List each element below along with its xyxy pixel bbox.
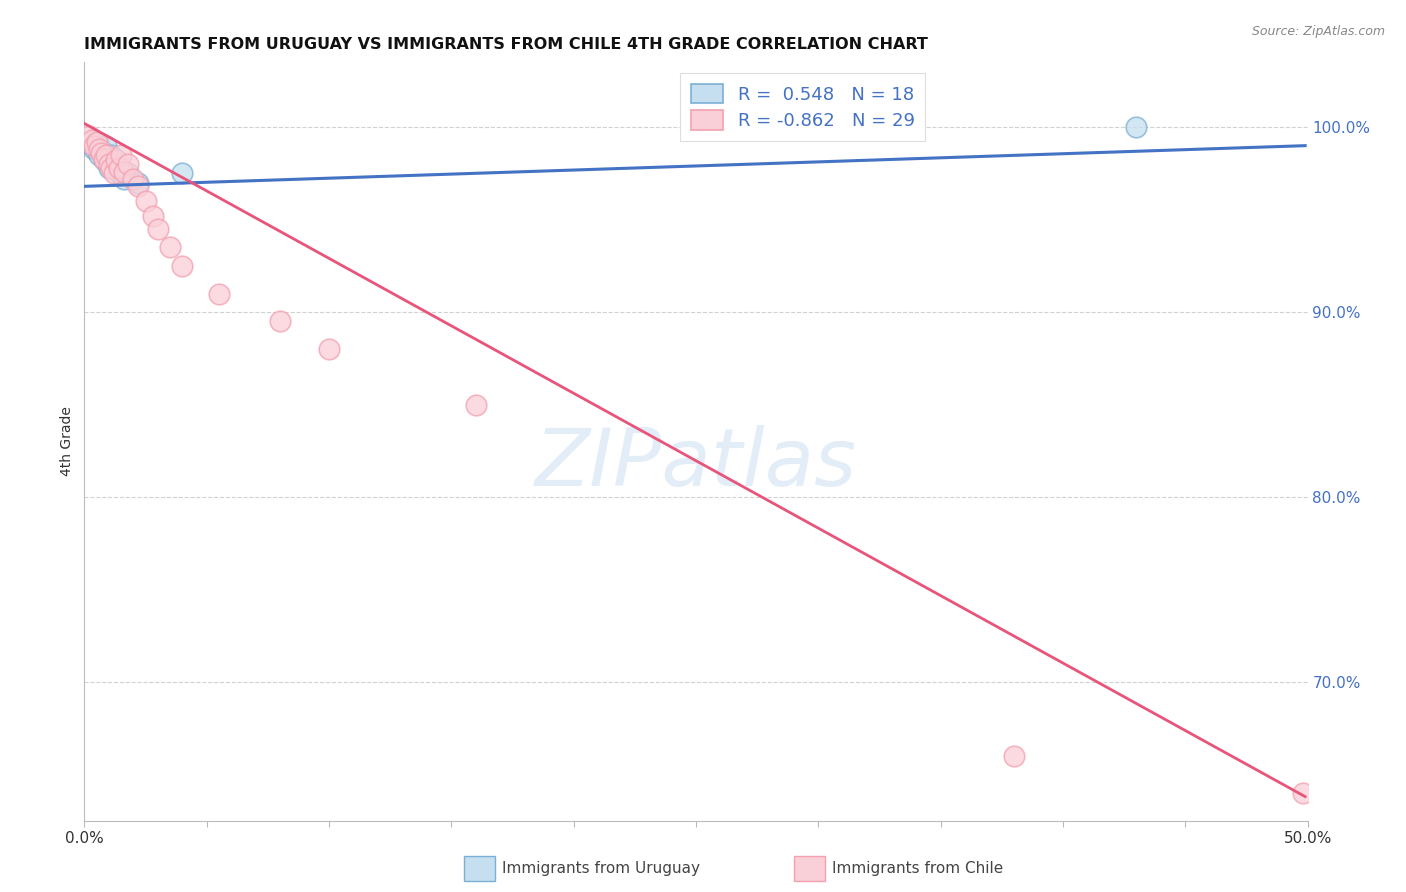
Point [97,157,120,171]
Point [146,222,169,236]
Text: Immigrants from Chile: Immigrants from Chile [832,862,1004,876]
Point [80,138,103,153]
Point [103,166,125,180]
Point [208,286,231,301]
Point [86,135,108,149]
Point [117,166,139,180]
Point [83,138,105,153]
Point [112,164,135,178]
Point [1292,786,1315,800]
Y-axis label: 4th Grade: 4th Grade [60,407,75,476]
Point [122,172,145,186]
Text: Immigrants from Uruguay: Immigrants from Uruguay [502,862,700,876]
Point [96,148,118,162]
Point [1125,120,1147,135]
Point [100,161,122,175]
Point [80,133,103,147]
Point [135,194,157,208]
Point [464,398,486,412]
Point [105,152,128,166]
Point [103,157,125,171]
Point [93,152,115,166]
Point [159,240,181,254]
Point [90,142,112,156]
Text: ZIPatlas: ZIPatlas [534,425,858,503]
Point [110,148,132,162]
Point [110,161,132,175]
Point [112,172,135,186]
Point [83,142,105,156]
Point [172,259,194,273]
Point [77,129,100,144]
Point [105,153,128,168]
Point [107,166,129,180]
Point [107,161,129,175]
Legend: R =  0.548   N = 18, R = -0.862   N = 29: R = 0.548 N = 18, R = -0.862 N = 29 [681,73,925,141]
Point [100,148,122,162]
Point [86,135,108,149]
Point [318,342,340,356]
Text: IMMIGRANTS FROM URUGUAY VS IMMIGRANTS FROM CHILE 4TH GRADE CORRELATION CHART: IMMIGRANTS FROM URUGUAY VS IMMIGRANTS FR… [84,37,928,52]
Point [127,176,149,190]
Point [96,138,118,153]
Point [127,179,149,194]
Point [117,157,139,171]
Point [269,314,291,328]
Point [172,166,194,180]
Text: Source: ZipAtlas.com: Source: ZipAtlas.com [1251,25,1385,38]
Point [93,153,115,168]
Point [97,161,120,175]
Point [87,142,110,156]
Point [90,146,112,161]
Point [87,148,110,162]
Point [1002,748,1025,763]
Point [142,209,165,223]
